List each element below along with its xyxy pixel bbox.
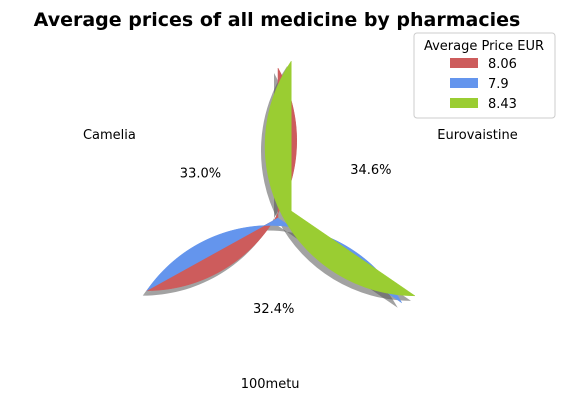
category-label: Eurovaistine xyxy=(437,128,517,143)
legend: Average Price EUR 8.06 7.9 8.43 xyxy=(413,32,556,119)
chart-title: Average prices of all medicine by pharma… xyxy=(34,9,521,31)
legend-swatch xyxy=(450,78,478,88)
legend-swatch xyxy=(450,98,478,108)
category-label: 100metu xyxy=(241,377,300,392)
legend-frame xyxy=(413,32,556,119)
pie-slice-camelia xyxy=(146,67,297,291)
pie-slice-eurovaistine xyxy=(264,60,416,297)
legend-swatch xyxy=(450,58,478,68)
legend-entry-label: 7.9 xyxy=(488,77,509,92)
category-label: Camelia xyxy=(83,128,136,143)
legend-entry-label: 8.06 xyxy=(488,57,517,72)
percent-label: 34.6% xyxy=(350,163,391,178)
pie-slices xyxy=(146,60,416,304)
slice-labels: 33.0% Camelia 32.4% 100metu 34.6% Eurovaistin… xyxy=(83,128,518,392)
legend-entries: 8.06 7.9 8.43 xyxy=(450,57,517,112)
slice-shadow xyxy=(260,66,411,301)
legend-entry-label: 8.43 xyxy=(488,97,517,112)
percent-label: 32.4% xyxy=(253,302,294,317)
legend-title: Average Price EUR xyxy=(424,39,544,54)
percent-label: 33.0% xyxy=(180,166,221,181)
